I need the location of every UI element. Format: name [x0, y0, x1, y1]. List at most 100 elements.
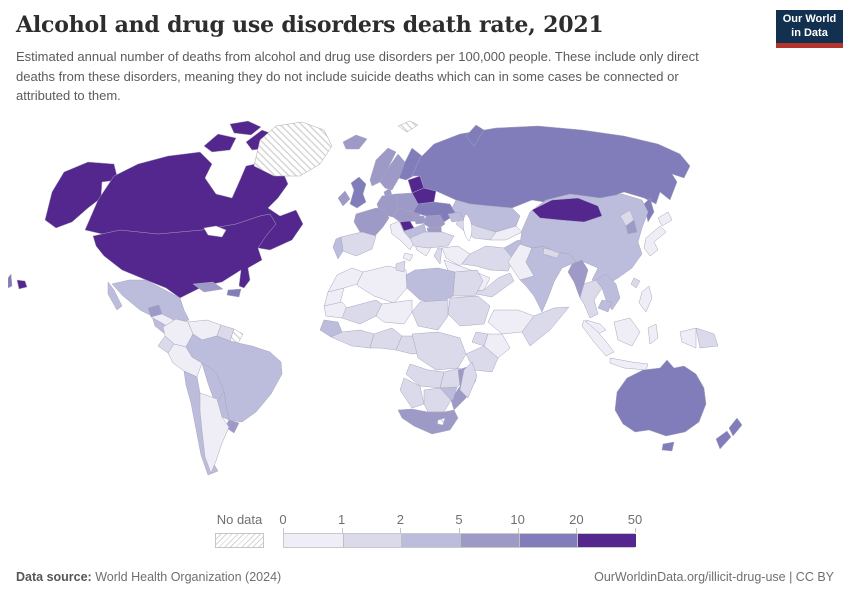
legend-bin-10-20[interactable] — [518, 534, 578, 547]
country-iceland[interactable] — [342, 134, 368, 150]
country-spain[interactable] — [340, 231, 377, 257]
legend-tick-label: 20 — [569, 512, 584, 527]
country-indonesia[interactable] — [613, 317, 641, 347]
legend-tickmark — [576, 528, 578, 533]
country-levant[interactable] — [433, 247, 443, 265]
country-japan[interactable] — [643, 225, 667, 257]
legend-bar-wrap: 0 1 2 5 10 20 50 — [279, 512, 642, 548]
country-dr-congo[interactable] — [411, 331, 467, 371]
country-south-korea[interactable] — [625, 219, 638, 235]
legend-tick-label: 0 — [279, 512, 287, 527]
credit-link[interactable]: OurWorldinData.org/illicit-drug-use | CC… — [594, 570, 834, 584]
country-france[interactable] — [353, 207, 390, 238]
country-cambodia[interactable] — [597, 299, 613, 313]
country-italy[interactable] — [402, 252, 414, 262]
legend-bar — [283, 533, 636, 548]
data-source-label: Data source: — [16, 570, 92, 584]
page-title: Alcohol and drug use disorders death rat… — [16, 12, 604, 38]
country-australia[interactable] — [661, 441, 675, 452]
legend-tickmark — [635, 528, 636, 533]
country-turkey[interactable] — [409, 231, 455, 249]
owid-logo[interactable]: Our World in Data — [776, 10, 843, 48]
country-canada[interactable] — [203, 133, 237, 153]
data-source: Data source: World Health Organization (… — [16, 570, 281, 584]
country-norway[interactable] — [369, 147, 397, 187]
legend-no-data-swatch[interactable] — [215, 533, 264, 548]
country-usa[interactable] — [44, 161, 119, 229]
country-chad[interactable] — [411, 299, 449, 331]
country-iran[interactable] — [461, 245, 515, 272]
owid-logo-line1: Our World — [782, 12, 837, 25]
chart-subtitle: Estimated annual number of deaths from a… — [16, 49, 699, 103]
legend-tick-label: 10 — [510, 512, 525, 527]
country-svalbard[interactable] — [397, 120, 419, 133]
country-madagascar[interactable] — [459, 361, 478, 399]
country-lesotho[interactable] — [436, 417, 446, 426]
country-russia[interactable] — [8, 273, 13, 289]
country-cuba[interactable] — [192, 281, 224, 293]
legend-bin-2-5[interactable] — [401, 534, 460, 547]
country-taiwan[interactable] — [630, 277, 641, 289]
country-greenland[interactable] — [253, 121, 333, 177]
country-italy[interactable] — [389, 220, 415, 251]
legend-bin-0-1[interactable] — [284, 534, 343, 547]
country-indonesia[interactable] — [581, 319, 615, 357]
country-libya[interactable] — [405, 267, 456, 305]
great-lakes — [203, 225, 227, 238]
country-thailand[interactable] — [579, 279, 603, 319]
country-somalia[interactable] — [521, 306, 570, 347]
country-sudan[interactable] — [447, 295, 491, 327]
country-namibia[interactable] — [399, 377, 425, 409]
country-indonesia[interactable] — [609, 357, 649, 371]
country-kyrgyzstan-tajikistan[interactable] — [489, 225, 523, 241]
legend-ticks: 0 1 2 5 10 20 50 — [279, 512, 642, 533]
country-india[interactable] — [519, 245, 577, 313]
country-mali[interactable] — [341, 299, 383, 325]
world-map — [8, 120, 743, 476]
country-haiti[interactable] — [226, 288, 242, 298]
country-argentina[interactable] — [199, 392, 230, 474]
country-japan[interactable] — [657, 211, 673, 227]
legend-bin-1-2[interactable] — [342, 534, 402, 547]
legend-tick-label: 5 — [455, 512, 463, 527]
country-indonesia[interactable] — [679, 327, 697, 349]
map-legend: No data 0 1 2 5 10 20 50 — [215, 512, 645, 550]
country-australia[interactable] — [614, 359, 707, 437]
legend-bin-20-50[interactable] — [577, 534, 636, 547]
country-egypt[interactable] — [452, 269, 484, 297]
data-source-value: World Health Organization (2024) — [95, 570, 282, 584]
country-ireland[interactable] — [337, 190, 351, 207]
country-new-zealand[interactable] — [728, 417, 743, 437]
country-mexico[interactable] — [107, 281, 123, 311]
country-mongolia[interactable] — [531, 197, 603, 223]
legend-tickmark — [283, 528, 284, 533]
country-new-zealand[interactable] — [715, 430, 732, 450]
country-niger[interactable] — [375, 299, 413, 325]
country-algeria[interactable] — [356, 265, 408, 304]
country-vietnam[interactable] — [595, 273, 621, 311]
owid-logo-line2: in Data — [791, 26, 828, 39]
country-russia[interactable] — [411, 125, 691, 209]
country-portugal[interactable] — [332, 236, 344, 260]
legend-tickmark — [400, 528, 402, 533]
country-indonesia[interactable] — [647, 323, 659, 345]
country-sweden[interactable] — [379, 153, 406, 191]
legend-no-data-label: No data — [216, 512, 263, 527]
country-philippines[interactable] — [638, 285, 653, 313]
country-united-kingdom[interactable] — [349, 176, 367, 209]
country-usa[interactable] — [16, 279, 28, 290]
legend-tick-label: 50 — [627, 512, 643, 527]
country-russia[interactable] — [465, 124, 485, 147]
legend-tickmark — [341, 528, 343, 533]
country-canada[interactable] — [229, 120, 262, 136]
legend-no-data: No data — [215, 512, 264, 548]
chart-header: Alcohol and drug use disorders death rat… — [16, 12, 755, 106]
legend-tick-label: 2 — [396, 512, 404, 527]
country-south-africa[interactable] — [397, 408, 459, 435]
legend-bin-5-10[interactable] — [460, 534, 519, 547]
country-papua-new-guinea[interactable] — [695, 327, 719, 349]
country-brazil[interactable] — [185, 333, 283, 423]
country-tunisia[interactable] — [395, 260, 406, 273]
caspian-sea — [462, 213, 473, 242]
